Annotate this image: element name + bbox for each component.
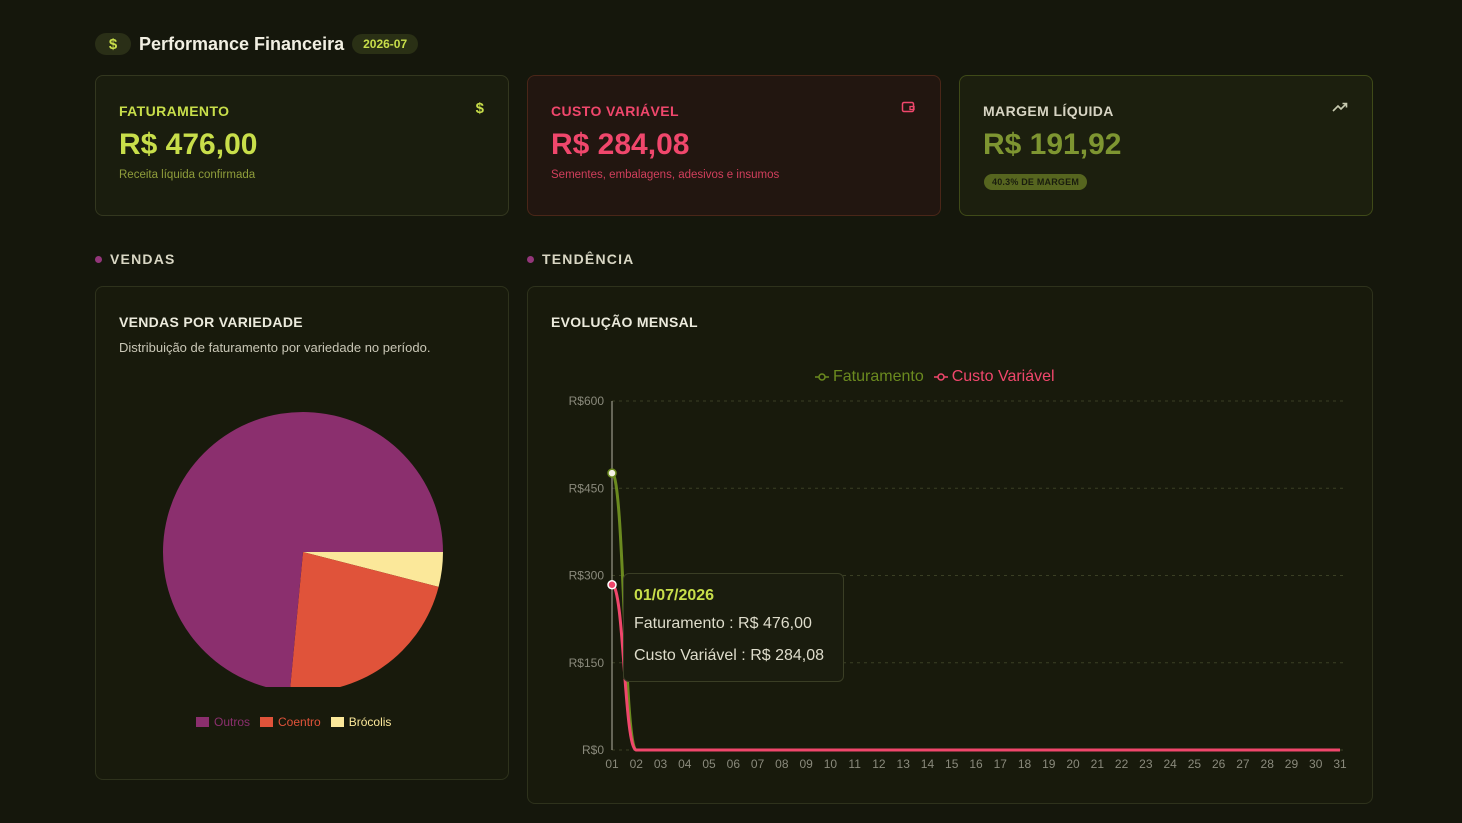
- section-tendencia: TENDÊNCIA: [527, 251, 634, 267]
- x-tick-label: 10: [824, 757, 838, 771]
- x-tick-label: 15: [945, 757, 959, 771]
- x-tick-label: 08: [775, 757, 789, 771]
- trending-up-icon: [1332, 100, 1348, 117]
- y-tick-label: R$150: [569, 656, 605, 670]
- trend-panel-title: EVOLUÇÃO MENSAL: [551, 314, 698, 330]
- x-tick-label: 13: [897, 757, 911, 771]
- x-tick-label: 02: [630, 757, 644, 771]
- section-tendencia-label: TENDÊNCIA: [542, 251, 635, 267]
- legend-label: Custo Variável: [951, 368, 1055, 385]
- sales-panel-title: VENDAS POR VARIEDADE: [119, 314, 303, 330]
- faturamento-value: R$ 476,00: [119, 128, 258, 161]
- x-tick-label: 16: [969, 757, 983, 771]
- monthly-evolution-panel: EVOLUÇÃO MENSAL Faturamento Custo Variáve…: [527, 286, 1373, 804]
- x-tick-label: 09: [799, 757, 813, 771]
- x-tick-label: 14: [921, 757, 935, 771]
- margem-value: R$ 191,92: [983, 128, 1122, 161]
- x-tick-label: 23: [1139, 757, 1153, 771]
- x-tick-label: 31: [1333, 757, 1347, 771]
- pie-legend-item[interactable]: Coentro: [260, 715, 321, 729]
- x-tick-label: 19: [1042, 757, 1056, 771]
- margem-label: MARGEM LÍQUIDA: [983, 103, 1114, 119]
- x-tick-label: 26: [1212, 757, 1226, 771]
- faturamento-label: FATURAMENTO: [119, 103, 230, 119]
- x-tick-label: 11: [848, 757, 861, 771]
- active-point[interactable]: [607, 468, 617, 478]
- x-tick-label: 28: [1261, 757, 1275, 771]
- x-tick-label: 07: [751, 757, 765, 771]
- x-tick-label: 06: [727, 757, 741, 771]
- legend-swatch: [260, 717, 274, 727]
- legend-label: Faturamento: [833, 368, 924, 385]
- page-header: $ Performance Financeira 2026-07: [95, 32, 419, 56]
- legend-line-icon: [933, 373, 948, 381]
- section-vendas-label: VENDAS: [110, 251, 176, 267]
- custo-card: CUSTO VARIÁVEL R$ 284,08 Sementes, embal…: [527, 75, 941, 216]
- legend-swatch: [330, 717, 344, 727]
- x-tick-label: 05: [702, 757, 716, 771]
- x-tick-label: 29: [1285, 757, 1299, 771]
- sales-by-variety-panel: VENDAS POR VARIEDADE Distribuição de fat…: [95, 286, 509, 780]
- pie-legend-item[interactable]: Brócolis: [330, 715, 392, 729]
- series-line-1[interactable]: [610, 583, 1340, 752]
- margem-badge: 40.3% DE MARGEM: [984, 174, 1088, 190]
- line-legend: Faturamento Custo Variável: [815, 368, 1065, 386]
- x-tick-label: 24: [1163, 757, 1177, 771]
- y-tick-label: R$300: [569, 569, 605, 583]
- pie-legend-item[interactable]: Outros: [196, 715, 250, 729]
- tooltip-faturamento: Faturamento : R$ 476,00: [634, 615, 812, 632]
- line-legend-item[interactable]: Faturamento: [815, 368, 924, 386]
- wallet-icon: [901, 100, 916, 118]
- legend-label: Outros: [214, 715, 251, 729]
- faturamento-card: FATURAMENTO $ R$ 476,00 Receita líquida …: [95, 75, 509, 216]
- pie-slice-brócolis[interactable]: [303, 552, 443, 587]
- y-tick-label: R$0: [582, 743, 604, 757]
- x-tick-label: 30: [1309, 757, 1323, 771]
- x-tick-label: 27: [1236, 757, 1250, 771]
- pie-slice-outros[interactable]: [163, 412, 443, 687]
- x-tick-label: 03: [654, 757, 668, 771]
- chart-tooltip: 01/07/2026 Faturamento : R$ 476,00 Custo…: [623, 573, 844, 682]
- section-dot: [527, 255, 534, 263]
- legend-label: Brócolis: [348, 715, 392, 729]
- period-badge[interactable]: 2026-07: [352, 34, 419, 54]
- legend-swatch: [196, 717, 209, 727]
- custo-value: R$ 284,08: [551, 128, 690, 161]
- sales-panel-description: Distribuição de faturamento por variedad…: [119, 340, 431, 355]
- line-chart: R$0 R$150 R$300 R$450 R$600 01 02 03 04 05 06 07 08 0…: [569, 394, 1347, 771]
- x-tick-label: 25: [1188, 757, 1202, 771]
- y-tick-label: R$600: [569, 394, 605, 408]
- page-title: Performance Financeira: [139, 33, 345, 54]
- margem-card: MARGEM LÍQUIDA R$ 191,92 40.3% DE MARGEM: [959, 75, 1373, 216]
- custo-label: CUSTO VARIÁVEL: [551, 103, 679, 119]
- custo-sub: Sementes, embalagens, adesivos e insumos: [551, 169, 780, 181]
- pie-slice-coentro[interactable]: [290, 552, 439, 687]
- pie-chart: [163, 412, 443, 687]
- x-tick-label: 12: [872, 757, 886, 771]
- x-tick-label: 01: [605, 757, 619, 771]
- x-tick-label: 18: [1018, 757, 1032, 771]
- x-tick-label: 21: [1091, 757, 1105, 771]
- tooltip-custo: Custo Variável : R$ 284,08: [634, 647, 825, 664]
- x-tick-label: 17: [994, 757, 1008, 771]
- x-tick-label: 04: [678, 757, 692, 771]
- line-legend-item[interactable]: Custo Variável: [933, 368, 1055, 386]
- faturamento-sub: Receita líquida confirmada: [119, 169, 256, 181]
- y-tick-label: R$450: [569, 481, 605, 495]
- legend-line-icon: [815, 373, 829, 381]
- x-tick-label: 22: [1115, 757, 1129, 771]
- dollar-icon: $: [475, 100, 484, 117]
- dollar-icon: $: [95, 33, 131, 55]
- active-point[interactable]: [607, 580, 617, 590]
- legend-label: Coentro: [278, 715, 321, 729]
- pie-legend: Outros Coentro Brócolis: [196, 715, 401, 729]
- tooltip-date: 01/07/2026: [634, 587, 715, 604]
- section-vendas: VENDAS: [95, 251, 176, 267]
- section-dot: [95, 255, 102, 263]
- x-tick-label: 20: [1066, 757, 1080, 771]
